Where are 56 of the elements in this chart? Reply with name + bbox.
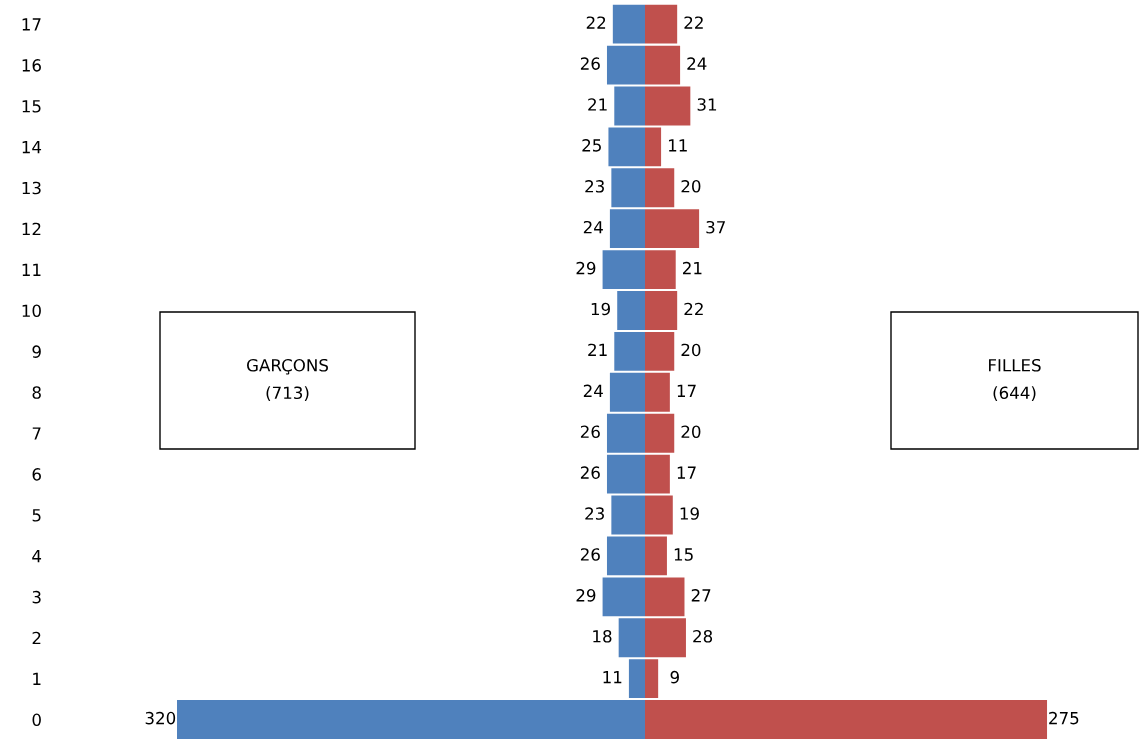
y-tick-label: 9 bbox=[32, 345, 41, 358]
y-tick-label: 3 bbox=[32, 590, 41, 604]
data-label: 9 bbox=[670, 670, 679, 684]
y-tick-label: 10 bbox=[22, 304, 41, 318]
data-label: 22 bbox=[586, 16, 606, 29]
data-label: 26 bbox=[580, 57, 600, 70]
y-tick-label: 12 bbox=[22, 222, 41, 236]
data-label: 26 bbox=[580, 425, 600, 439]
data-label: 11 bbox=[603, 671, 622, 684]
y-tick-label: 2 bbox=[32, 631, 41, 645]
data-label: 25 bbox=[582, 139, 601, 152]
data-label: 18 bbox=[593, 629, 612, 643]
data-label: 24 bbox=[687, 57, 707, 70]
data-label: 31 bbox=[697, 98, 717, 111]
y-tick-label: 6 bbox=[32, 468, 41, 481]
data-label: 28 bbox=[693, 629, 713, 643]
y-tick-label: 11 bbox=[22, 263, 41, 276]
data-label: 20 bbox=[681, 180, 701, 193]
data-label: 23 bbox=[585, 507, 604, 520]
data-label: 21 bbox=[683, 261, 702, 275]
data-label: 20 bbox=[681, 343, 701, 357]
data-label: 26 bbox=[580, 548, 600, 561]
data-label: 20 bbox=[681, 425, 701, 439]
data-label: 21 bbox=[588, 343, 607, 356]
data-label: 19 bbox=[591, 302, 610, 316]
y-tick-label: 0 bbox=[32, 713, 41, 727]
y-tick-label: 16 bbox=[22, 59, 41, 72]
y-tick-label: 5 bbox=[32, 509, 41, 522]
y-tick-label: 13 bbox=[22, 181, 41, 195]
data-label: 22 bbox=[684, 16, 703, 29]
annotation: FILLES (644) bbox=[989, 358, 1041, 402]
data-label: 29 bbox=[576, 589, 596, 602]
y-tick-label: 14 bbox=[22, 141, 42, 154]
data-label: 37 bbox=[706, 220, 725, 234]
y-tick-label: 7 bbox=[32, 427, 41, 440]
data-label: 24 bbox=[583, 220, 603, 234]
data-label: 15 bbox=[674, 548, 693, 561]
y-tick-label: 8 bbox=[32, 386, 41, 399]
y-tick-label: 4 bbox=[32, 550, 42, 563]
data-label: 22 bbox=[684, 302, 703, 316]
annotation: GARÇONS (713) bbox=[247, 358, 328, 402]
y-tick-label: 15 bbox=[22, 100, 41, 113]
y-tick-label: 17 bbox=[22, 18, 41, 31]
data-label: 29 bbox=[576, 261, 596, 275]
data-label: 320 bbox=[145, 711, 176, 725]
y-tick-label: 1 bbox=[33, 672, 41, 685]
data-label: 27 bbox=[691, 589, 711, 602]
data-label: 23 bbox=[585, 180, 604, 193]
data-label: 26 bbox=[580, 466, 600, 479]
data-label: 11 bbox=[668, 139, 687, 152]
data-label: 17 bbox=[677, 466, 696, 479]
data-label: 275 bbox=[1049, 711, 1079, 725]
data-label: 17 bbox=[677, 384, 696, 397]
data-label: 21 bbox=[588, 98, 607, 111]
data-label: 19 bbox=[680, 507, 699, 520]
data-label: 24 bbox=[583, 384, 603, 397]
